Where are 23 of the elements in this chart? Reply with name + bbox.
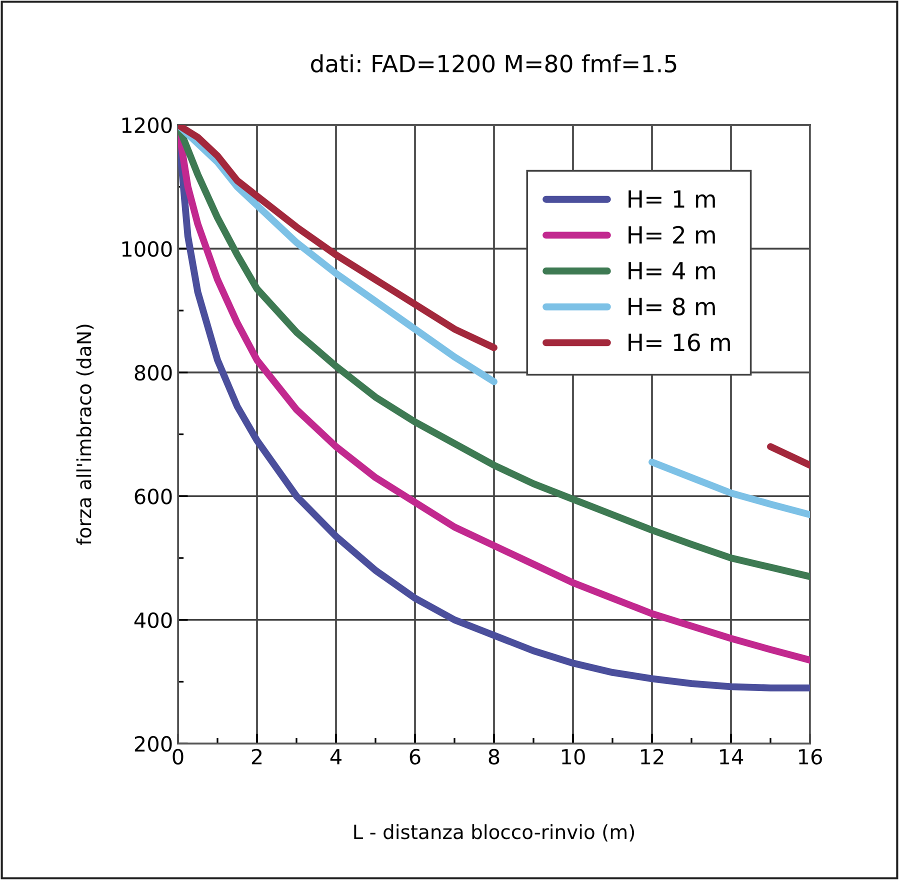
- y-tick-label: 400: [134, 612, 172, 628]
- y-tick-label: 200: [134, 736, 172, 752]
- x-tick-label: 16: [799, 748, 822, 765]
- legend-label: H= 1 m: [628, 190, 715, 208]
- legend-label: H= 16 m: [628, 333, 730, 352]
- legend-label: H= 8 m: [628, 298, 715, 316]
- x-tick-label: 12: [641, 748, 664, 764]
- x-axis-title: L - distanza blocco-rinvio (m): [354, 824, 634, 842]
- chart-title: dati: FAD=1200 M=80 fmf=1.5: [311, 54, 676, 73]
- legend-label: H= 2 m: [628, 226, 715, 244]
- x-tick-label: 8: [488, 748, 500, 765]
- y-tick-label: 600: [134, 488, 172, 504]
- x-tick-label: 14: [720, 749, 744, 764]
- y-tick-label: 800: [134, 364, 172, 381]
- y-tick-label: 1000: [122, 241, 172, 257]
- y-tick-label: 1200: [122, 117, 172, 134]
- x-tick-label: 10: [562, 748, 585, 765]
- x-tick-label: 2: [252, 748, 262, 764]
- x-tick-label: 6: [410, 748, 420, 765]
- y-axis-title: forza all'imbraco (daN): [76, 324, 94, 546]
- x-tick-label: 0: [172, 748, 184, 765]
- legend-label: H= 4 m: [628, 262, 715, 280]
- x-tick-label: 4: [330, 749, 342, 764]
